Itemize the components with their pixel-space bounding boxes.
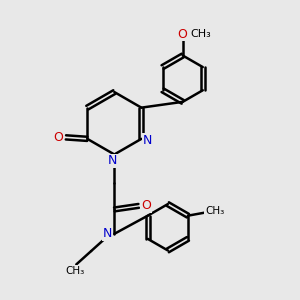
Text: O: O — [177, 28, 187, 40]
Text: O: O — [53, 131, 63, 144]
Text: CH₃: CH₃ — [205, 206, 224, 216]
Text: O: O — [141, 199, 151, 212]
Text: CH₃: CH₃ — [190, 29, 211, 39]
Text: N: N — [103, 227, 112, 240]
Text: N: N — [143, 134, 153, 147]
Text: N: N — [108, 154, 118, 167]
Text: CH₃: CH₃ — [65, 266, 84, 276]
